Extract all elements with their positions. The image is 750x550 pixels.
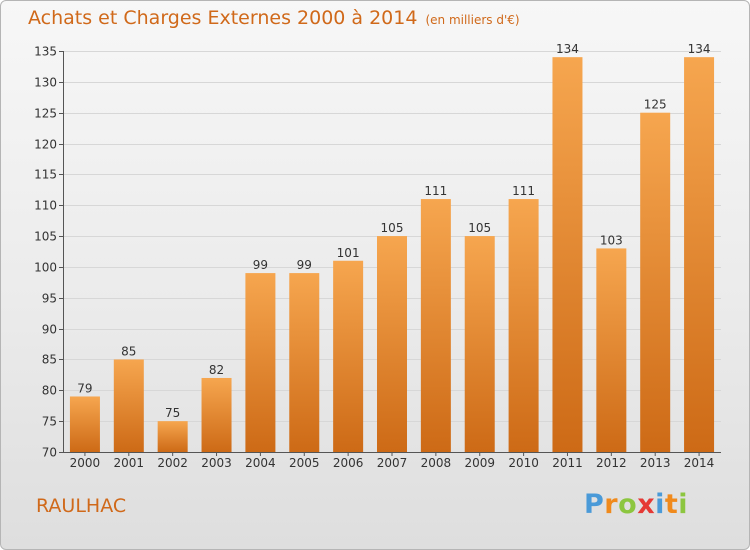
y-tick-label: 130 bbox=[34, 76, 57, 90]
x-tick-label: 2003 bbox=[201, 456, 232, 470]
bar-value-label: 125 bbox=[644, 98, 667, 112]
x-tick-label: 2012 bbox=[596, 456, 627, 470]
logo-letter: t bbox=[664, 489, 679, 520]
bar-value-label: 79 bbox=[77, 381, 92, 395]
logo-letter: o bbox=[618, 489, 638, 520]
value-labels: 79 85 75 82 99 99 101 105 111 105 111 134 103 125 134 bbox=[77, 42, 710, 420]
bar bbox=[113, 359, 144, 452]
y-tick-label: 70 bbox=[42, 446, 57, 460]
logo-letter: P bbox=[584, 489, 605, 520]
x-tick-label: 2013 bbox=[640, 456, 671, 470]
bar-value-label: 105 bbox=[468, 221, 491, 235]
y-tick-label: 95 bbox=[42, 292, 57, 306]
bar-value-label: 105 bbox=[381, 221, 404, 235]
bar bbox=[464, 236, 495, 452]
bar-value-label: 85 bbox=[121, 344, 136, 358]
bar bbox=[377, 236, 407, 452]
bar bbox=[201, 377, 232, 452]
y-tick-label: 135 bbox=[34, 45, 57, 59]
x-tick-label: 2011 bbox=[552, 456, 583, 470]
bar-value-label: 82 bbox=[209, 363, 224, 377]
bar bbox=[596, 248, 627, 452]
x-tick-label: 2008 bbox=[421, 456, 452, 470]
bar-value-label: 111 bbox=[424, 184, 447, 198]
x-tick-label: 2001 bbox=[114, 456, 145, 470]
logo-letter: r bbox=[604, 489, 619, 520]
bars bbox=[69, 57, 715, 453]
bar bbox=[420, 199, 451, 452]
bar bbox=[684, 57, 715, 453]
x-tick-label: 2000 bbox=[70, 456, 101, 470]
bar bbox=[552, 57, 583, 453]
y-tick-label: 80 bbox=[42, 384, 57, 398]
bar bbox=[508, 199, 539, 452]
x-tick-label: 2010 bbox=[508, 456, 539, 470]
y-tick-label: 105 bbox=[34, 230, 57, 244]
y-tick-label: 125 bbox=[34, 107, 57, 121]
y-tick-label: 90 bbox=[42, 323, 57, 337]
y-tick-label: 110 bbox=[34, 199, 57, 213]
y-tick-label: 115 bbox=[34, 168, 57, 182]
bar-value-label: 101 bbox=[337, 246, 360, 260]
chart-title-row: Achats et Charges Externes 2000 à 2014 (e… bbox=[28, 7, 520, 29]
bar bbox=[69, 396, 100, 452]
bar-value-label: 134 bbox=[556, 42, 579, 56]
bar bbox=[289, 273, 320, 452]
bar-value-label: 134 bbox=[688, 42, 711, 56]
bar bbox=[245, 273, 276, 452]
bar-value-label: 99 bbox=[253, 258, 268, 272]
proxiti-logo: Proxiti bbox=[584, 489, 688, 520]
x-tick-label: 2007 bbox=[377, 456, 408, 470]
logo-letter: x bbox=[637, 489, 656, 520]
bar-value-label: 103 bbox=[600, 233, 623, 247]
bar bbox=[640, 112, 671, 452]
y-tick-label: 120 bbox=[34, 138, 57, 152]
x-tick-label: 2005 bbox=[289, 456, 320, 470]
x-tick-label: 2002 bbox=[157, 456, 188, 470]
x-tick-label: 2014 bbox=[684, 456, 715, 470]
x-tick-label: 2006 bbox=[333, 456, 364, 470]
chart-unit: (en milliers d'€) bbox=[425, 13, 520, 27]
y-tick-label: 100 bbox=[34, 261, 57, 275]
commune-name: RAULHAC bbox=[36, 495, 127, 517]
bar bbox=[157, 421, 188, 452]
y-tick-label: 75 bbox=[42, 415, 57, 429]
x-axis-ticks: 2000 2001 2002 2003 2004 2005 2006 2007 2008 2009… bbox=[70, 452, 715, 470]
logo-letter: i bbox=[678, 489, 689, 520]
bar-value-label: 111 bbox=[512, 184, 535, 198]
x-tick-label: 2004 bbox=[245, 456, 276, 470]
x-tick-label: 2009 bbox=[464, 456, 495, 470]
y-tick-label: 85 bbox=[42, 353, 57, 367]
bar-value-label: 75 bbox=[165, 406, 180, 420]
y-axis-ticks: 70 75 80 85 90 95 100 105 110 115 120 125 130 135 bbox=[34, 45, 63, 460]
chart-title: Achats et Charges Externes 2000 à 2014 bbox=[28, 7, 418, 29]
bar-value-label: 99 bbox=[297, 258, 312, 272]
bar bbox=[333, 260, 364, 452]
logo-letter: i bbox=[655, 489, 665, 520]
